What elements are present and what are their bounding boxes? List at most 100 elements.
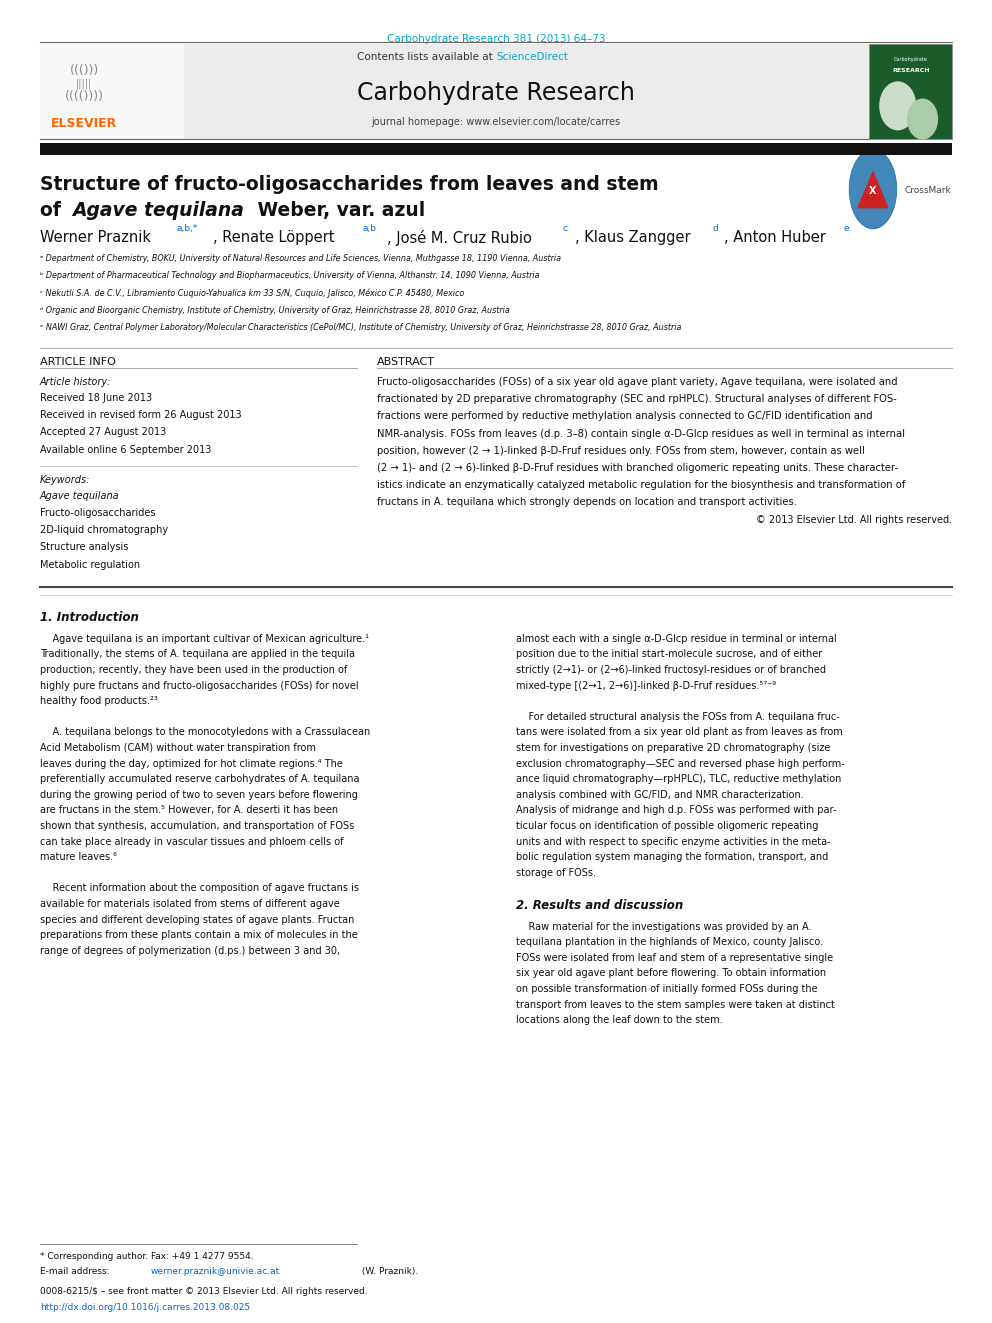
Text: strictly (2→1)- or (2→6)-linked fructosyl-residues or of branched: strictly (2→1)- or (2→6)-linked fructosy…: [516, 665, 825, 675]
Text: ELSEVIER: ELSEVIER: [52, 116, 117, 130]
Text: fractionated by 2D preparative chromatography (SEC and rpHPLC). Structural analy: fractionated by 2D preparative chromatog…: [377, 394, 897, 405]
Bar: [40, 44, 184, 139]
Text: |||||: |||||: [76, 78, 92, 89]
Text: , Renate Löppert: , Renate Löppert: [213, 230, 334, 245]
Text: Raw material for the investigations was provided by an A.: Raw material for the investigations was …: [516, 922, 811, 931]
Text: CrossMark: CrossMark: [905, 187, 951, 194]
Text: 1. Introduction: 1. Introduction: [40, 611, 139, 624]
Text: istics indicate an enzymatically catalyzed metabolic regulation for the biosynth: istics indicate an enzymatically catalyz…: [377, 480, 906, 491]
Text: Structure analysis: Structure analysis: [40, 542, 128, 553]
Text: e: e: [843, 224, 849, 233]
Text: http://dx.doi.org/10.1016/j.carres.2013.08.025: http://dx.doi.org/10.1016/j.carres.2013.…: [40, 1303, 250, 1312]
Text: production; recently, they have been used in the production of: production; recently, they have been use…: [40, 665, 347, 675]
Text: stem for investigations on preparative 2D chromatography (size: stem for investigations on preparative 2…: [516, 744, 830, 753]
Text: fructans in A. tequilana which strongly depends on location and transport activi: fructans in A. tequilana which strongly …: [377, 497, 797, 508]
Text: a,b: a,b: [362, 224, 376, 233]
Text: Agave tequilana is an important cultivar of Mexican agriculture.¹: Agave tequilana is an important cultivar…: [40, 634, 369, 644]
Text: a,b,*: a,b,*: [177, 224, 197, 233]
Text: 0008-6215/$ – see front matter © 2013 Elsevier Ltd. All rights reserved.: 0008-6215/$ – see front matter © 2013 El…: [40, 1287, 367, 1297]
Text: (2 → 1)- and (2 → 6)-linked β-D-Fruf residues with branched oligomeric repeating: (2 → 1)- and (2 → 6)-linked β-D-Fruf res…: [377, 463, 898, 474]
Text: Article history:: Article history:: [40, 377, 111, 388]
Text: transport from leaves to the stem samples were taken at distinct: transport from leaves to the stem sample…: [516, 1000, 834, 1009]
Text: , José M. Cruz Rubio: , José M. Cruz Rubio: [387, 230, 532, 246]
Text: Received 18 June 2013: Received 18 June 2013: [40, 393, 152, 404]
Text: Acid Metabolism (CAM) without water transpiration from: Acid Metabolism (CAM) without water tran…: [40, 744, 315, 753]
Text: werner.praznik@univie.ac.at: werner.praznik@univie.ac.at: [151, 1267, 280, 1277]
Text: locations along the leaf down to the stem.: locations along the leaf down to the ste…: [516, 1015, 722, 1025]
Text: preferentially accumulated reserve carbohydrates of A. tequilana: preferentially accumulated reserve carbo…: [40, 774, 359, 785]
Text: ᵈ Organic and Bioorganic Chemistry, Institute of Chemistry, University of Graz, : ᵈ Organic and Bioorganic Chemistry, Inst…: [40, 306, 510, 315]
Text: Keywords:: Keywords:: [40, 475, 90, 486]
Text: species and different developing states of agave plants. Fructan: species and different developing states …: [40, 914, 354, 925]
Text: analysis combined with GC/FID, and NMR characterization.: analysis combined with GC/FID, and NMR c…: [516, 790, 804, 800]
Text: ARTICLE INFO: ARTICLE INFO: [40, 357, 115, 368]
Text: Recent information about the composition of agave fructans is: Recent information about the composition…: [40, 884, 359, 893]
Text: tequilana plantation in the highlands of Mexico, county Jalisco.: tequilana plantation in the highlands of…: [516, 937, 823, 947]
Text: X: X: [869, 185, 877, 196]
Text: can take place already in vascular tissues and phloem cells of: can take place already in vascular tissu…: [40, 836, 343, 847]
Text: ᵉ NAWI Graz, Central Polymer Laboratory/Molecular Characteristics (CePol/MC), In: ᵉ NAWI Graz, Central Polymer Laboratory/…: [40, 323, 682, 332]
Text: ticular focus on identification of possible oligomeric repeating: ticular focus on identification of possi…: [516, 822, 818, 831]
Text: position, however (2 → 1)-linked β-D-Fruf residues only. FOSs from stem, however: position, however (2 → 1)-linked β-D-Fru…: [377, 446, 865, 456]
Text: during the growing period of two to seven years before flowering: during the growing period of two to seve…: [40, 790, 357, 800]
Polygon shape: [858, 172, 888, 208]
Text: almost each with a single α-D-Glcp residue in terminal or internal: almost each with a single α-D-Glcp resid…: [516, 634, 836, 644]
Text: (W. Praznik).: (W. Praznik).: [359, 1267, 419, 1277]
Text: A. tequilana belongs to the monocotyledons with a Crassulacean: A. tequilana belongs to the monocotyledo…: [40, 728, 370, 737]
Bar: [869, 44, 952, 139]
Text: * Corresponding author. Fax: +49 1 4277 9554.: * Corresponding author. Fax: +49 1 4277 …: [40, 1252, 253, 1261]
Text: range of degrees of polymerization (d.ps.) between 3 and 30,: range of degrees of polymerization (d.ps…: [40, 946, 340, 957]
Text: d: d: [712, 224, 718, 233]
Text: ABSTRACT: ABSTRACT: [377, 357, 434, 368]
Text: ance liquid chromatography—rpHPLC), TLC, reductive methylation: ance liquid chromatography—rpHPLC), TLC,…: [516, 774, 841, 785]
Text: position due to the initial start-molecule sucrose, and of either: position due to the initial start-molecu…: [516, 650, 822, 659]
Text: exclusion chromatography—SEC and reversed phase high perform-: exclusion chromatography—SEC and reverse…: [516, 758, 844, 769]
Text: Available online 6 September 2013: Available online 6 September 2013: [40, 445, 211, 455]
Text: Carbohydrate Research: Carbohydrate Research: [357, 81, 635, 105]
Text: leaves during the day, optimized for hot climate regions.⁴ The: leaves during the day, optimized for hot…: [40, 758, 342, 769]
Text: RESEARCH: RESEARCH: [892, 67, 930, 73]
Text: on possible transformation of initially formed FOSs during the: on possible transformation of initially …: [516, 984, 817, 994]
Text: , Anton Huber: , Anton Huber: [724, 230, 826, 245]
Text: of: of: [40, 201, 67, 220]
Circle shape: [880, 82, 916, 130]
Text: ((())): ((())): [69, 64, 99, 77]
Text: Weber, var. azul: Weber, var. azul: [251, 201, 426, 220]
Text: , Klaus Zangger: , Klaus Zangger: [575, 230, 691, 245]
Text: ᵃ Department of Chemistry, BOKU, University of Natural Resources and Life Scienc: ᵃ Department of Chemistry, BOKU, Univers…: [40, 254, 560, 263]
Text: healthy food products.²³: healthy food products.²³: [40, 696, 158, 706]
Circle shape: [908, 99, 937, 139]
Text: available for materials isolated from stems of different agave: available for materials isolated from st…: [40, 900, 339, 909]
Text: shown that synthesis, accumulation, and transportation of FOSs: shown that synthesis, accumulation, and …: [40, 822, 354, 831]
Text: Analysis of midrange and high d.p. FOSs was performed with par-: Analysis of midrange and high d.p. FOSs …: [516, 806, 836, 815]
Text: fractions were performed by reductive methylation analysis connected to GC/FID i: fractions were performed by reductive me…: [377, 411, 873, 422]
Text: journal homepage: www.elsevier.com/locate/carres: journal homepage: www.elsevier.com/locat…: [371, 116, 621, 127]
Text: 2D-liquid chromatography: 2D-liquid chromatography: [40, 525, 168, 536]
Text: E-mail address:: E-mail address:: [40, 1267, 112, 1277]
Text: Carbohydrate Research 381 (2013) 64–73: Carbohydrate Research 381 (2013) 64–73: [387, 34, 605, 45]
Text: Agave tequilana: Agave tequilana: [40, 491, 119, 501]
Ellipse shape: [849, 149, 897, 229]
Text: Traditionally, the stems of A. tequilana are applied in the tequila: Traditionally, the stems of A. tequilana…: [40, 650, 355, 659]
Text: six year old agave plant before flowering. To obtain information: six year old agave plant before flowerin…: [516, 968, 826, 979]
Text: ScienceDirect: ScienceDirect: [496, 52, 567, 62]
Text: FOSs were isolated from leaf and stem of a representative single: FOSs were isolated from leaf and stem of…: [516, 953, 833, 963]
Text: Received in revised form 26 August 2013: Received in revised form 26 August 2013: [40, 410, 241, 421]
Text: units and with respect to specific enzyme activities in the meta-: units and with respect to specific enzym…: [516, 836, 830, 847]
Bar: [40, 44, 952, 139]
Text: (((()))): (((()))): [64, 90, 104, 103]
Text: Metabolic regulation: Metabolic regulation: [40, 560, 140, 570]
Text: ᵇ Department of Pharmaceutical Technology and Biopharmaceutics, University of Vi: ᵇ Department of Pharmaceutical Technolog…: [40, 271, 540, 280]
Text: tans were isolated from a six year old plant as from leaves as from: tans were isolated from a six year old p…: [516, 728, 842, 737]
Text: Fructo-oligosaccharides: Fructo-oligosaccharides: [40, 508, 155, 519]
Text: For detailed structural analysis the FOSs from A. tequilana fruc-: For detailed structural analysis the FOS…: [516, 712, 839, 722]
Text: ᶜ Nekutli S.A. de C.V., Libramiento Cuquio-Yahualica km 33 S/N, Cuquio, Jalisco,: ᶜ Nekutli S.A. de C.V., Libramiento Cuqu…: [40, 288, 464, 298]
Text: 2. Results and discussion: 2. Results and discussion: [516, 900, 683, 912]
Text: Structure of fructo-oligosaccharides from leaves and stem: Structure of fructo-oligosaccharides fro…: [40, 175, 659, 193]
Text: Accepted 27 August 2013: Accepted 27 August 2013: [40, 427, 166, 438]
Text: Contents lists available at: Contents lists available at: [357, 52, 496, 62]
Text: are fructans in the stem.⁵ However, for A. deserti it has been: are fructans in the stem.⁵ However, for …: [40, 806, 338, 815]
Text: Carbohydrate: Carbohydrate: [894, 57, 928, 62]
Text: storage of FOSs.: storage of FOSs.: [516, 868, 596, 878]
Text: Agave tequilana: Agave tequilana: [72, 201, 244, 220]
